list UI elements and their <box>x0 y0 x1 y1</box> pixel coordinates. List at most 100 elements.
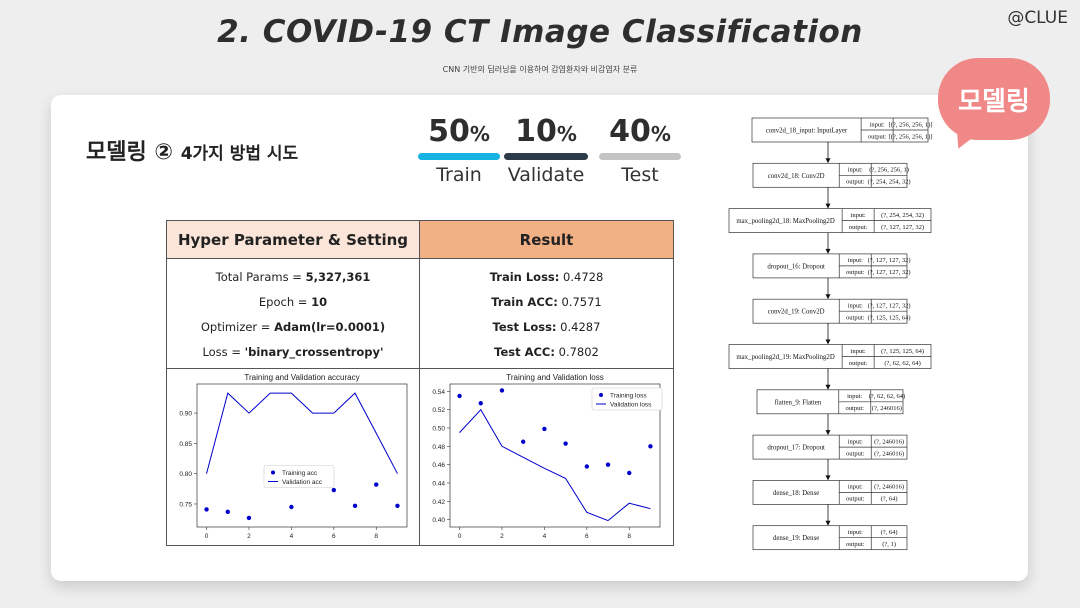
y-tick-label: 0.50 <box>432 426 445 433</box>
layer-output-shape: (?, 125, 125, 64) <box>868 315 911 322</box>
layer-name: max_pooling2d_18: MaxPooling2D <box>736 218 834 225</box>
split-test-percent: 40% <box>609 114 671 149</box>
layer-output-shape: (?, 127, 127, 32) <box>868 269 911 276</box>
data-point <box>225 509 230 515</box>
data-point <box>584 464 590 469</box>
layer-output-shape: [(?, 256, 256, 1)] <box>889 133 933 140</box>
x-tick-label: 0 <box>205 533 209 540</box>
layer-input-label: input: <box>848 257 863 264</box>
model-architecture: conv2d_18_input: InputLayer input: output:… <box>700 110 960 560</box>
data-point <box>542 426 547 432</box>
layer-name: conv2d_18: Conv2D <box>768 173 825 180</box>
layer-name: dense_18: Dense <box>773 490 819 497</box>
hyperparam-row: Optimizer = Adam(lr=0.0001) <box>200 320 386 334</box>
data-point <box>627 470 632 476</box>
result-header: Result <box>420 221 673 258</box>
layer-input-shape: (?, 246016) <box>874 438 904 445</box>
split-train-percent: 50% <box>428 114 490 149</box>
section-badge: 모델링 <box>938 58 1050 140</box>
layer-name: dropout_16: Dropout <box>767 263 825 270</box>
flow-arrowhead <box>825 248 831 254</box>
x-tick-label: 2 <box>247 533 251 540</box>
flow-arrowhead <box>825 158 831 164</box>
layer-input-label: input: <box>848 529 863 536</box>
hyperparam-list: Total Params = 5,327,361 Epoch = 10 Opti… <box>167 259 420 368</box>
y-tick-label: 0.44 <box>432 481 445 488</box>
layer-output-label: output: <box>846 179 865 186</box>
result-row: Test ACC: 0.7802 <box>494 345 599 359</box>
series-line <box>206 392 398 474</box>
data-point <box>520 439 526 444</box>
data-point <box>204 507 209 512</box>
legend-marker <box>599 393 603 397</box>
layer-input-label: input: <box>848 167 863 174</box>
layer-input-label: input: <box>848 438 863 445</box>
legend-marker <box>271 470 275 475</box>
chart-title: Training and Validation accuracy <box>244 373 359 382</box>
data-point <box>605 462 611 467</box>
layer-name: dense_19: Dense <box>773 535 819 542</box>
layer-output-label: output: <box>849 224 868 231</box>
plot-frame <box>449 383 661 528</box>
section-heading: 모델링 ② 4가지 방법 시도 <box>86 134 298 166</box>
data-point <box>395 503 400 508</box>
flow-arrowhead <box>825 294 831 300</box>
x-tick-label: 4 <box>543 533 547 540</box>
flow-arrowhead <box>825 475 831 481</box>
layer-output-label: output: <box>846 541 865 548</box>
x-tick-label: 2 <box>500 533 504 540</box>
loss-chart: Training and Validation loss 0 2 4 6 8 0.40 0.4… <box>432 373 663 540</box>
layer-node: dense_19: Dense input: output: (?, 64) (?, 1… <box>752 525 908 551</box>
legend-box <box>591 387 663 411</box>
layer-name: conv2d_19: Conv2D <box>768 309 825 316</box>
x-tick-label: 4 <box>290 533 294 540</box>
layer-node: dropout_16: Dropout input: output:(?, 127,… <box>752 253 911 279</box>
y-tick-label: 0.48 <box>432 444 445 451</box>
layer-input-label: input: <box>848 484 863 491</box>
chart-title: Training and Validation loss <box>506 373 603 382</box>
layer-output-label: output: <box>868 133 887 140</box>
y-tick-label: 0.46 <box>432 462 445 469</box>
layer-node: max_pooling2d_19: MaxPooling2D input: outp… <box>728 344 932 369</box>
x-tick-label: 8 <box>627 533 631 540</box>
layer-input-shape: (?, 64) <box>881 529 898 536</box>
data-point <box>374 482 379 487</box>
layer-input-label: input: <box>851 212 866 219</box>
layer-input-shape: (?, 127, 127, 32) <box>868 257 911 264</box>
page-title: 2. COVID-19 CT Image Classification <box>217 14 863 50</box>
split-test: 40% Test <box>595 114 685 186</box>
layer-input-label: input: <box>847 393 862 400</box>
flow-arrowhead <box>825 520 831 526</box>
data-point <box>352 503 358 508</box>
layer-output-label: output: <box>846 315 865 322</box>
layer-output-label: output: <box>846 269 865 276</box>
data-point <box>289 504 294 510</box>
hyperparam-header: Hyper Parameter & Setting <box>167 221 420 258</box>
accuracy-chart: Training and Validation accuracy 0 2 4 6 8 0.7… <box>179 373 408 540</box>
y-tick-label: 0.42 <box>432 499 445 506</box>
flow-arrowhead <box>825 339 831 345</box>
layer-input-shape: [(?, 256, 256, 1)] <box>889 121 933 128</box>
flow-arrowhead <box>825 430 831 436</box>
y-tick-label: 0.40 <box>432 517 445 524</box>
result-row: Test Loss: 0.4287 <box>492 320 601 334</box>
layer-output-shape: (?, 246016) <box>872 405 902 412</box>
layer-input-label: input: <box>851 348 866 355</box>
legend-label: Training loss <box>610 392 647 399</box>
layer-node: max_pooling2d_18: MaxPooling2D input: outp… <box>728 208 932 233</box>
layer-input-shape: (?, 125, 125, 64) <box>881 348 924 355</box>
y-tick-label: 0.80 <box>179 471 192 478</box>
layer-output-shape: (?, 127, 127, 32) <box>881 224 924 231</box>
layer-node: dropout_17: Dropout input: output: (?, 2460… <box>752 434 908 460</box>
legend-label: Training acc <box>282 470 318 477</box>
loss-plot-cell: Training and Validation loss 0 2 4 6 8 0.40 0.4… <box>420 369 673 545</box>
layer-input-shape: (?, 256, 256, 1) <box>869 167 909 174</box>
layer-output-shape: (?, 64) <box>881 496 898 503</box>
layer-output-shape: (?, 254, 254, 32) <box>868 179 911 186</box>
layer-input-label: input: <box>870 121 885 128</box>
split-validate-percent: 10% <box>515 114 577 149</box>
split-validate-label: Validate <box>507 164 585 186</box>
layer-node: conv2d_18: Conv2D input: output: (?, 256, 2… <box>752 162 911 188</box>
layer-name: flatten_9: Flatten <box>775 399 822 406</box>
split-train-bar <box>418 153 500 160</box>
